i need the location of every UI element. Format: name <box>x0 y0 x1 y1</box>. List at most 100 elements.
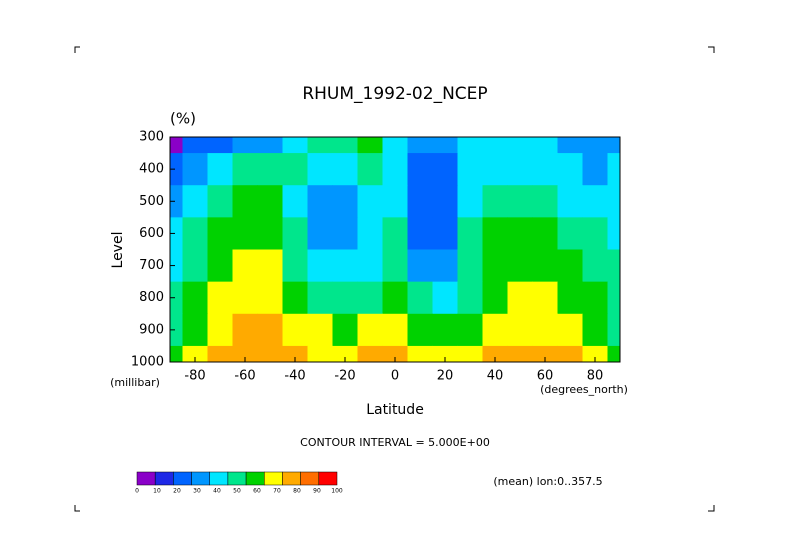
cell <box>532 137 558 154</box>
x-label: Latitude <box>366 402 424 418</box>
cell <box>257 217 283 250</box>
cell <box>207 281 233 315</box>
cell <box>182 153 208 186</box>
cell <box>357 153 383 186</box>
cell <box>232 153 258 186</box>
cell <box>582 153 608 186</box>
x-tick-label: -20 <box>334 369 355 384</box>
cell <box>457 281 483 315</box>
cell <box>457 313 483 347</box>
cell <box>257 185 283 218</box>
cell <box>307 185 333 218</box>
cell <box>357 137 383 154</box>
cell <box>170 313 183 347</box>
cell <box>607 185 620 218</box>
cell <box>182 217 208 250</box>
colorbar-label: 20 <box>173 488 181 495</box>
cell <box>532 313 558 347</box>
cell <box>607 153 620 186</box>
cell <box>282 313 308 347</box>
cell <box>182 249 208 283</box>
cell <box>607 313 620 347</box>
field <box>170 137 620 362</box>
y-tick-label: 800 <box>139 290 164 305</box>
cell <box>357 249 383 283</box>
cell <box>282 249 308 283</box>
cell <box>582 313 608 347</box>
colorbar-label: 30 <box>193 488 201 495</box>
cell <box>482 217 508 250</box>
cell <box>170 137 183 154</box>
cell <box>207 313 233 347</box>
cell <box>557 313 583 347</box>
x-tick-label: 80 <box>587 369 604 384</box>
cell <box>332 345 358 362</box>
colorbar-label: 50 <box>233 488 241 495</box>
colorbar-swatch <box>173 471 192 486</box>
cell <box>382 345 408 362</box>
cell <box>457 249 483 283</box>
cell <box>357 281 383 315</box>
colorbar-swatch <box>191 471 210 486</box>
y-tick-label: 300 <box>139 130 164 145</box>
cell <box>432 281 458 315</box>
cell <box>170 217 183 250</box>
chart-title: RHUM_1992-02_NCEP <box>302 84 487 104</box>
cell <box>457 137 483 154</box>
cell <box>307 313 333 347</box>
cell <box>457 153 483 186</box>
cell <box>232 185 258 218</box>
cell <box>182 137 208 154</box>
cell <box>582 217 608 250</box>
cell <box>607 137 620 154</box>
cell <box>507 185 533 218</box>
cell <box>432 137 458 154</box>
cell <box>432 185 458 218</box>
cell <box>332 313 358 347</box>
cell <box>282 153 308 186</box>
cell <box>507 217 533 250</box>
cell <box>507 345 533 362</box>
cell <box>282 217 308 250</box>
cell <box>507 249 533 283</box>
colorbar-label: 60 <box>253 488 261 495</box>
cell <box>382 313 408 347</box>
colorbar-swatch <box>154 471 174 486</box>
cell <box>407 345 433 362</box>
cell <box>182 281 208 315</box>
cell <box>557 249 583 283</box>
cell <box>257 249 283 283</box>
y-label: Level <box>110 232 126 269</box>
colorbar-swatch <box>136 471 156 486</box>
cell <box>332 217 358 250</box>
cell <box>182 313 208 347</box>
cell <box>407 313 433 347</box>
x-tick-label: 40 <box>487 369 504 384</box>
cell <box>232 137 258 154</box>
units: (%) <box>170 110 196 128</box>
cell <box>207 345 233 362</box>
colorbar-swatch <box>318 471 338 486</box>
cell <box>507 153 533 186</box>
cell <box>357 185 383 218</box>
cell <box>532 281 558 315</box>
cell <box>207 153 233 186</box>
cell <box>557 137 583 154</box>
cell <box>507 313 533 347</box>
y-tick-label: 500 <box>139 194 164 209</box>
cell <box>582 137 608 154</box>
y-unit: (millibar) <box>110 376 160 389</box>
cell <box>482 137 508 154</box>
cell <box>170 185 183 218</box>
y-tick-label: 900 <box>139 322 164 337</box>
cell <box>332 153 358 186</box>
cell <box>532 153 558 186</box>
cell <box>282 137 308 154</box>
colorbar-swatch <box>245 471 265 486</box>
colorbar-label: 90 <box>313 488 321 495</box>
cell <box>282 281 308 315</box>
cell <box>482 313 508 347</box>
cell <box>382 185 408 218</box>
colorbar-swatch <box>264 471 283 486</box>
cell <box>307 153 333 186</box>
